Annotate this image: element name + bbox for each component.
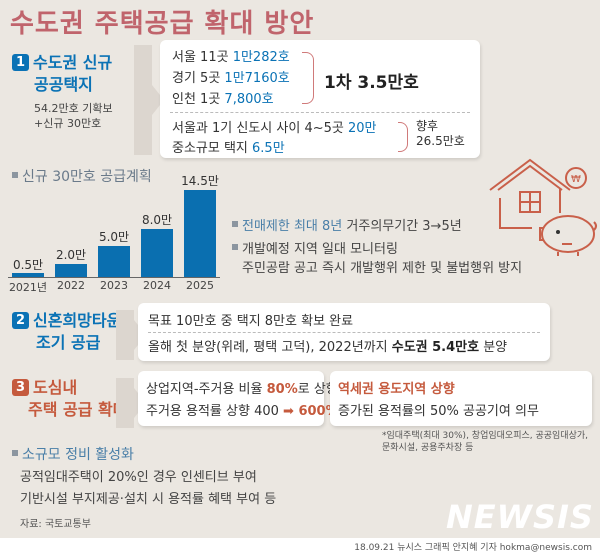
- section3-box1-line1: 상업지역-주거용 비율 80%로 상향: [146, 382, 338, 397]
- section2-heading: 2 신혼희망타운 조기 공급: [12, 310, 121, 354]
- section3-box1-line2: 주거용 용적률 상향 400 ➡ 600%: [146, 404, 339, 419]
- bar-2025: [184, 190, 216, 277]
- site-row-seoul: 서울 11곳 1만282호: [172, 50, 290, 65]
- x-tick-label: 2025: [186, 279, 214, 292]
- x-tick-label: 2022: [57, 279, 85, 292]
- small-scale-line2: 기반시설 부지제공·설치 시 용적률 혜택 부여 등: [20, 492, 277, 507]
- site-row-gyeonggi: 경기 5곳 1만7160호: [172, 71, 290, 86]
- bar-value-label: 2.0만: [55, 248, 87, 262]
- x-tick-label: 2023: [100, 279, 128, 292]
- bar-value-label: 5.0만: [98, 230, 130, 244]
- chart-title: 신규 30만호 공급계획: [12, 166, 152, 186]
- section3-footnote: *임대주택(최대 30%), 창업임대오피스, 공공임대상가, 문화시설, 공용…: [382, 431, 589, 453]
- x-tick-label: 2024: [143, 279, 171, 292]
- page-title: 수도권 주택공급 확대 방안: [10, 9, 315, 39]
- section1-heading: 1 수도권 신규 공공택지: [12, 52, 112, 96]
- bar-value-label: 0.5만: [12, 258, 44, 272]
- section3-arrow: [116, 378, 146, 428]
- bar-value-label: 14.5만: [181, 174, 219, 188]
- section3-box-station: 역세권 용도지역 상향 증가된 용적률의 50% 공공기여 의무: [330, 371, 592, 426]
- later-row-2: 중소규모 택지 6.5만: [172, 141, 285, 156]
- small-scale-heading: 소규모 정비 활성화: [12, 444, 134, 464]
- section1-sub-line2: +신규 30만호: [34, 117, 102, 130]
- section3-number-badge: 3: [12, 379, 29, 396]
- infographic-canvas: 수도권 주택공급 확대 방안 1 수도권 신규 공공택지 54.2만호 기확보 +…: [0, 0, 600, 538]
- section2-heading-line2: 조기 공급: [36, 333, 101, 352]
- bullet-icon: [232, 244, 238, 250]
- section3-heading-line2: 주택 공급 확대: [28, 400, 128, 419]
- divider: [170, 112, 470, 113]
- section1-box: 서울 11곳 1만282호 경기 5곳 1만7160호 인천 1곳 7,800호…: [160, 40, 480, 158]
- section1-number-badge: 1: [12, 54, 29, 71]
- source-text: 자료: 국토교통부: [20, 519, 91, 530]
- divider: [148, 332, 540, 333]
- bar-2024: [141, 229, 173, 277]
- x-tick-label: 2021년: [8, 281, 48, 294]
- brace-icon: [302, 52, 314, 104]
- section2-box: 목표 10만호 중 택지 8만호 확보 완료 올해 첫 분양(위례, 평택 고덕…: [138, 303, 550, 361]
- bar-2022: [55, 264, 87, 277]
- x-axis: [8, 277, 220, 278]
- arrow-right-icon: ➡: [283, 404, 294, 419]
- section3-box-commercial: 상업지역-주거용 비율 80%로 상향 주거용 용적률 상향 400 ➡ 600…: [138, 371, 339, 426]
- section1-sub-line1: 54.2만호 기확보: [34, 102, 113, 115]
- small-scale-line1: 공적임대주택이 20%인 경우 인센티브 부여: [20, 470, 257, 485]
- newsis-logo: NEWSIS: [446, 498, 594, 536]
- house-piggybank-icon: ₩: [489, 158, 597, 256]
- bar-2021: [12, 273, 44, 277]
- section3-box2-line: 증가된 용적률의 50% 공공기여 의무: [338, 404, 539, 419]
- section1-sub: 54.2만호 기확보 +신규 30만호: [34, 101, 113, 131]
- bullet-icon: [232, 221, 238, 227]
- section1-heading-line1: 수도권 신규: [33, 53, 113, 72]
- section2-line1: 목표 10만호 중 택지 8만호 확보 완료: [148, 314, 354, 329]
- section1-arrow: [134, 45, 164, 155]
- svg-text:₩: ₩: [571, 174, 581, 185]
- note-monitoring: 개발예정 지역 일대 모니터링 주민공람 공고 즉시 개발행위 제한 및 불법행위…: [232, 240, 522, 278]
- section2-heading-line1: 신혼희망타운: [33, 311, 122, 330]
- credit-line: 18.09.21 뉴시스 그래픽 안지혜 기자 hokma@newsis.com: [354, 543, 592, 553]
- later-row-1: 서울과 1기 신도시 사이 4~5곳 20만: [172, 121, 377, 136]
- bar-value-label: 8.0만: [141, 213, 173, 227]
- section2-arrow: [116, 310, 146, 360]
- later-total: 향후 26.5만호: [416, 119, 465, 148]
- section1-heading-line2: 공공택지: [34, 75, 93, 94]
- section3-heading: 3 도심내 주택 공급 확대: [12, 377, 127, 421]
- site-row-incheon: 인천 1곳 7,800호: [172, 92, 274, 107]
- bar-2023: [98, 246, 130, 277]
- note-resale-restriction: 전매제한 최대 8년 거주의무기간 3→5년: [232, 215, 462, 234]
- bullet-icon: [12, 450, 18, 456]
- first-total: 1차 3.5만호: [324, 73, 419, 93]
- section2-number-badge: 2: [12, 312, 29, 329]
- bullet-icon: [12, 172, 18, 178]
- section3-heading-line1: 도심내: [33, 378, 78, 397]
- section2-line2: 올해 첫 분양(위례, 평택 고덕), 2022년까지 수도권 5.4만호 분양: [148, 340, 508, 355]
- brace-icon: [398, 122, 408, 152]
- section3-box2-title: 역세권 용도지역 상향: [338, 382, 455, 397]
